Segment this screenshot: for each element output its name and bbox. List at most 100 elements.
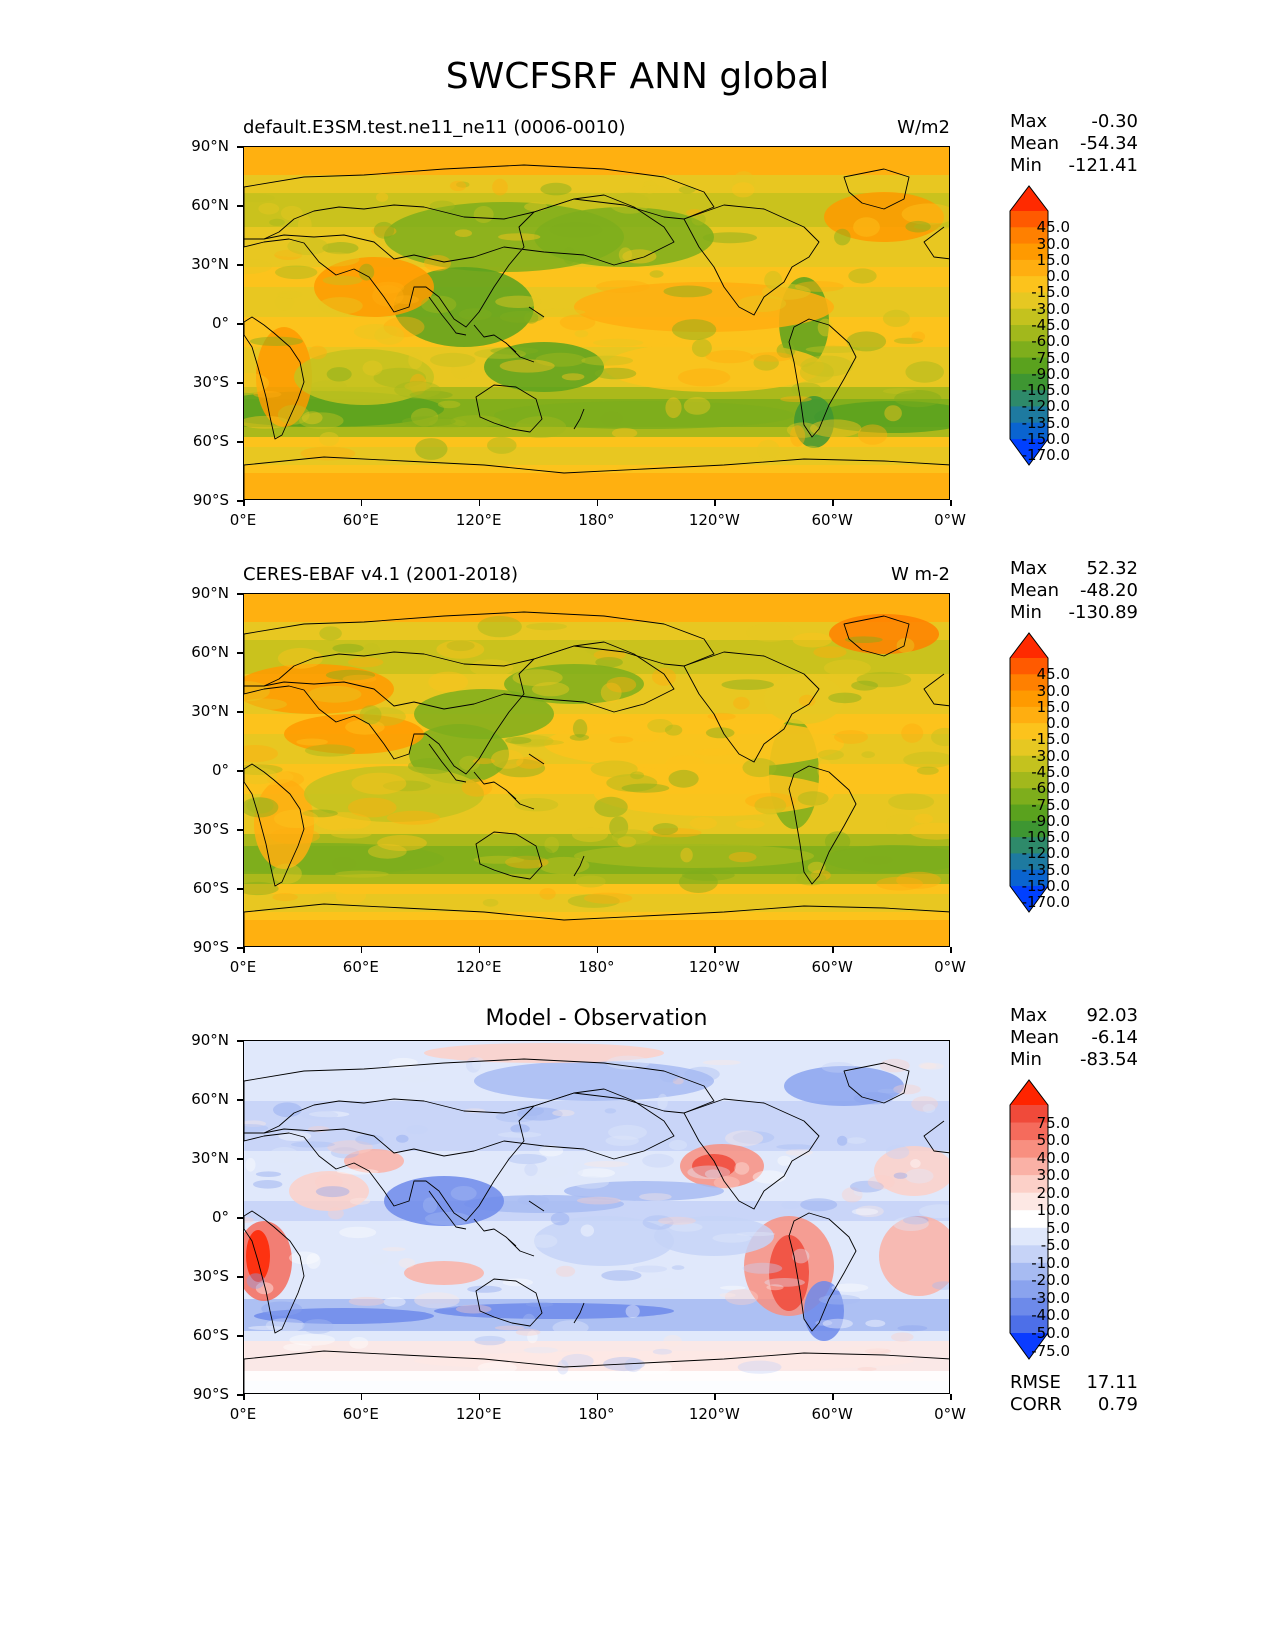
stat-value: 0.79 <box>1097 1394 1138 1415</box>
coastline <box>528 753 545 765</box>
field-texture <box>342 674 377 683</box>
field-texture <box>319 432 340 446</box>
field-texture <box>559 314 596 331</box>
diff-texture <box>315 1186 350 1198</box>
field-texture <box>473 855 525 864</box>
diff-texture <box>309 1344 341 1359</box>
colorbar <box>1009 1079 1049 1360</box>
colorbar-segment <box>1010 1262 1048 1281</box>
diff-texture <box>577 1168 616 1178</box>
lon-tick-mark <box>832 947 834 953</box>
field-texture <box>482 898 499 907</box>
coastline <box>428 1190 467 1230</box>
diff-texture <box>308 1126 330 1133</box>
field-texture <box>649 270 664 278</box>
field-texture <box>495 295 542 308</box>
coastline <box>244 164 715 240</box>
field-texture <box>244 768 294 786</box>
field-texture <box>331 856 357 871</box>
colorbar-segment <box>1010 772 1048 789</box>
lat-tick-mark <box>237 205 243 207</box>
diff-texture <box>624 1358 642 1373</box>
field-texture <box>314 236 340 244</box>
coastline <box>244 611 715 687</box>
field-texture <box>596 280 650 293</box>
field-texture <box>911 331 926 342</box>
lat-tick-mark <box>237 888 243 890</box>
diff-patch <box>474 1061 714 1101</box>
stat-label: Max <box>1010 1005 1048 1026</box>
diff-texture <box>865 1319 886 1327</box>
diff-texture <box>821 1062 856 1073</box>
field-texture <box>665 397 682 419</box>
field-texture <box>308 345 327 360</box>
coastline <box>428 743 467 783</box>
lat-tick-label: 60°N <box>191 196 229 214</box>
field-texture <box>894 390 942 408</box>
colorbar-segment <box>1010 390 1048 408</box>
colorbar-tick-label: 0.0 <box>1046 714 1070 733</box>
lon-tick-label: 60°W <box>811 511 853 529</box>
colorbar-tick-label: -20.0 <box>1031 1271 1070 1290</box>
diff-texture <box>255 1171 282 1177</box>
field-texture <box>909 822 949 840</box>
diff-texture <box>841 1187 863 1203</box>
colorbar-tick-label: 15.0 <box>1036 697 1070 716</box>
diff-texture <box>245 1157 256 1172</box>
diff-texture <box>918 1062 937 1069</box>
diff-texture <box>892 1216 929 1231</box>
field-texture <box>731 182 755 198</box>
coastline <box>573 408 585 430</box>
field-texture <box>347 797 397 818</box>
field-texture <box>817 749 844 760</box>
coastline <box>528 1200 545 1212</box>
diff-texture <box>471 1057 485 1070</box>
colorbar-outline <box>1009 1079 1049 1360</box>
diff-texture <box>246 1273 265 1289</box>
stat-label: Min <box>1010 155 1042 176</box>
field-texture <box>665 755 705 774</box>
colorbar-tick-label: -150.0 <box>1021 877 1070 895</box>
field-texture <box>916 766 939 775</box>
colorbar-tick-label: -30.0 <box>1031 1288 1070 1307</box>
field-texture <box>896 871 942 889</box>
lon-tick-label: 120°W <box>688 1405 740 1423</box>
diff-texture <box>422 1197 438 1213</box>
colorbar-segment <box>1010 292 1048 310</box>
diff-texture <box>244 1124 269 1133</box>
field-texture <box>805 345 861 353</box>
diff-patch <box>654 1216 774 1256</box>
diff-texture <box>336 1168 379 1175</box>
field-texture <box>792 632 832 648</box>
diff-texture <box>572 1176 609 1189</box>
diff-texture <box>713 1176 740 1190</box>
map-field <box>244 1041 949 1393</box>
field-band <box>244 920 949 946</box>
field-patch <box>574 282 834 332</box>
colorbar-segment <box>1010 1297 1048 1317</box>
lon-tick-mark <box>596 1394 598 1400</box>
field-texture <box>492 178 508 196</box>
field-texture <box>594 367 637 380</box>
field-texture <box>322 242 359 255</box>
diff-patch <box>784 1066 904 1106</box>
stat-row: RMSE 17.11 <box>1010 1372 1138 1394</box>
field-texture <box>498 233 541 241</box>
diff-texture <box>742 1262 783 1274</box>
field-texture <box>574 330 589 338</box>
diff-texture <box>841 1346 887 1353</box>
field-texture <box>509 739 564 746</box>
field-texture <box>575 875 606 888</box>
diff-texture <box>724 1289 759 1305</box>
field-texture <box>487 436 517 454</box>
diff-texture <box>732 1131 775 1144</box>
field-texture <box>382 780 431 792</box>
panel-title-center: Model - Observation <box>485 1006 708 1031</box>
field-texture <box>680 847 693 863</box>
field-texture <box>733 696 750 710</box>
diff-texture <box>792 1248 810 1264</box>
lat-tick-label: 60°N <box>191 643 229 661</box>
lon-tick-label: 120°E <box>455 511 502 529</box>
colorbar-segment <box>1010 820 1048 838</box>
field-texture <box>630 771 644 780</box>
